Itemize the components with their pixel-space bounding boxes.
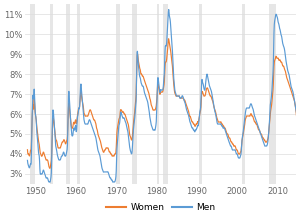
Bar bbox=[31, 4, 35, 184]
Bar bbox=[242, 4, 245, 184]
Men bbox=[64, 155, 67, 158]
Bar bbox=[163, 4, 168, 184]
Women bbox=[166, 42, 170, 45]
Women bbox=[296, 117, 299, 119]
Bar bbox=[66, 4, 70, 184]
Men bbox=[166, 16, 170, 18]
Men bbox=[167, 8, 170, 11]
Bar bbox=[50, 4, 53, 184]
Men bbox=[208, 85, 211, 88]
Men bbox=[64, 154, 68, 157]
Men bbox=[296, 116, 299, 118]
Men bbox=[195, 127, 198, 130]
Line: Men: Men bbox=[28, 10, 297, 182]
Bar bbox=[77, 4, 80, 184]
Women bbox=[48, 167, 52, 170]
Men bbox=[91, 126, 94, 129]
Bar bbox=[269, 4, 276, 184]
Women bbox=[64, 143, 67, 145]
Women bbox=[208, 94, 211, 96]
Women bbox=[91, 114, 94, 117]
Men bbox=[26, 159, 29, 162]
Bar bbox=[116, 4, 120, 184]
Bar bbox=[199, 4, 202, 184]
Line: Women: Women bbox=[28, 39, 297, 168]
Men bbox=[48, 181, 52, 184]
Bar bbox=[157, 4, 159, 184]
Women bbox=[195, 122, 198, 125]
Bar bbox=[132, 4, 137, 184]
Legend: Women, Men: Women, Men bbox=[103, 199, 219, 215]
Women bbox=[64, 143, 68, 145]
Women bbox=[167, 38, 170, 40]
Women bbox=[26, 148, 29, 151]
